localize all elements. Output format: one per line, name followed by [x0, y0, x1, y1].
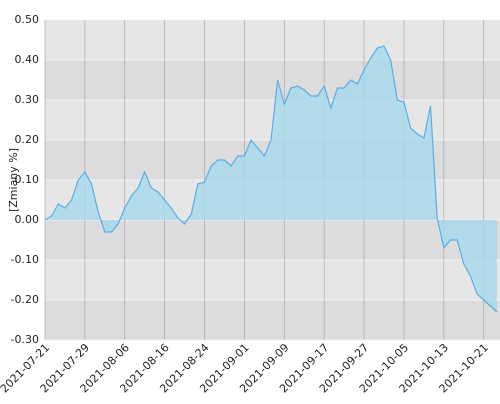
- y-tick-label: 0.10: [15, 173, 40, 186]
- y-tick-label: 0.00: [15, 213, 40, 226]
- band: [45, 20, 500, 60]
- y-tick-label: -0.20: [11, 293, 39, 306]
- y-tick-label: -0.30: [11, 333, 39, 346]
- y-tick-label: 0.50: [15, 13, 40, 26]
- y-tick-label: 0.20: [15, 133, 40, 146]
- line: [44, 45, 498, 313]
- band: [45, 300, 500, 340]
- band: [45, 60, 500, 100]
- band: [45, 220, 500, 260]
- area: [45, 46, 497, 312]
- band: [45, 260, 500, 300]
- y-tick-label: 0.30: [15, 93, 40, 106]
- y-tick-label: -0.10: [11, 253, 39, 266]
- y-axis-label: [Zmiany %]: [7, 148, 20, 212]
- y-tick-label: 0.40: [15, 53, 40, 66]
